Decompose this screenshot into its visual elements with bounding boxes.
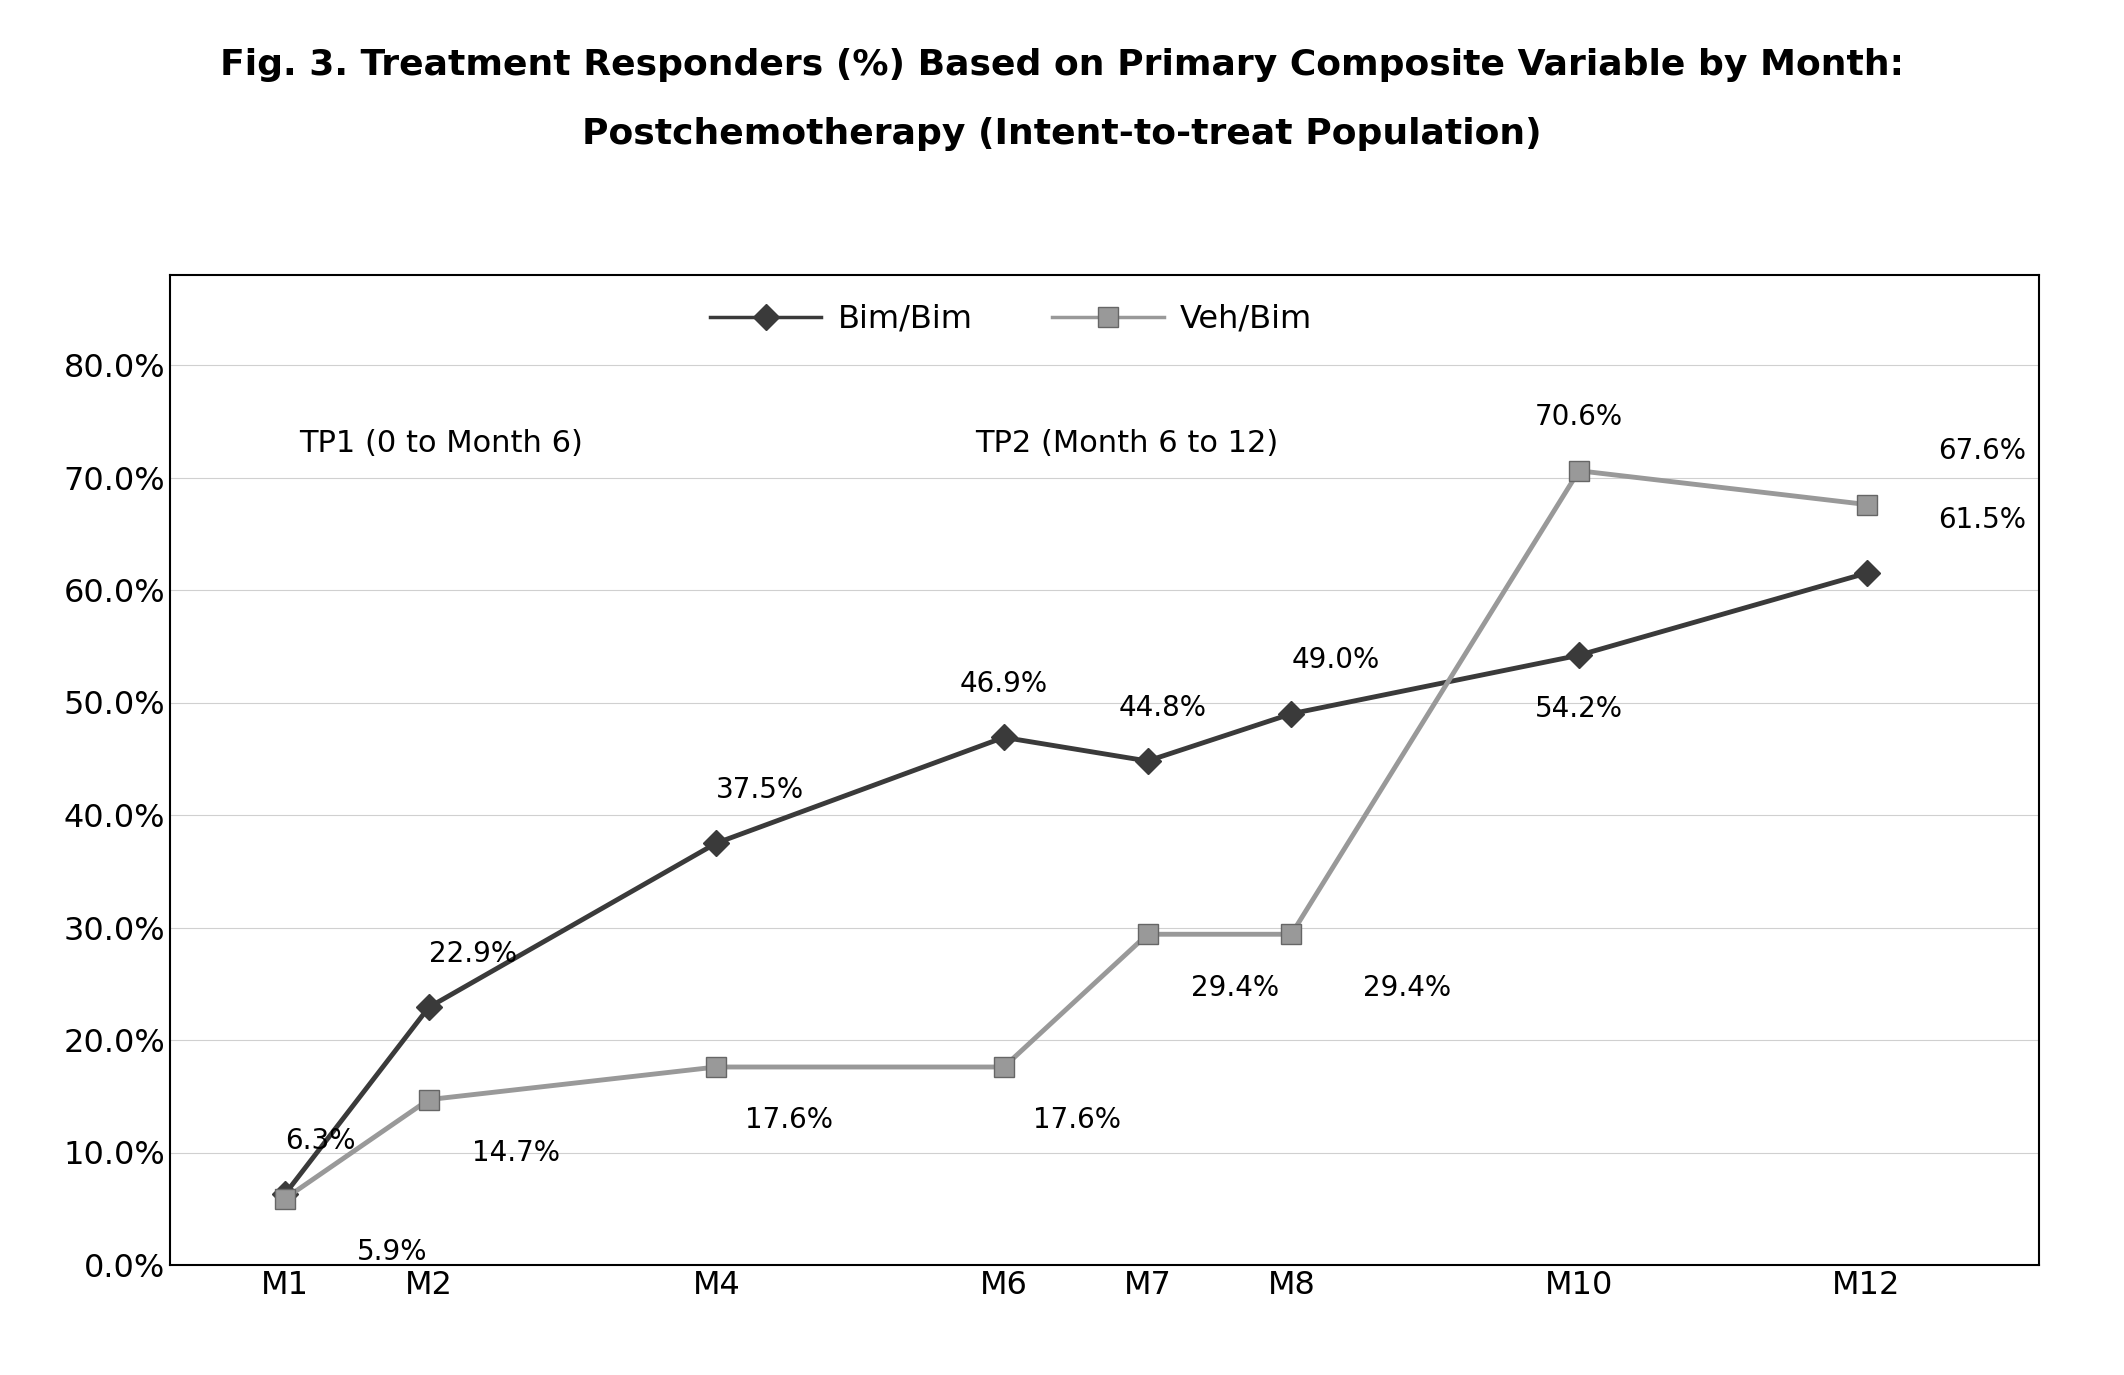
Text: TP1 (0 to Month 6): TP1 (0 to Month 6) bbox=[299, 429, 584, 458]
Legend: Bim/Bim, Veh/Bim: Bim/Bim, Veh/Bim bbox=[697, 292, 1325, 348]
Text: 6.3%: 6.3% bbox=[285, 1126, 355, 1155]
Text: 61.5%: 61.5% bbox=[1939, 506, 2026, 534]
Text: 70.6%: 70.6% bbox=[1536, 403, 1623, 432]
Text: TP2 (Month 6 to 12): TP2 (Month 6 to 12) bbox=[975, 429, 1279, 458]
Text: 54.2%: 54.2% bbox=[1536, 694, 1623, 723]
Text: 14.7%: 14.7% bbox=[472, 1138, 561, 1167]
Text: 46.9%: 46.9% bbox=[960, 670, 1047, 698]
Text: Postchemotherapy (Intent-to-treat Population): Postchemotherapy (Intent-to-treat Popula… bbox=[582, 117, 1542, 151]
Text: 44.8%: 44.8% bbox=[1119, 693, 1206, 722]
Text: 29.4%: 29.4% bbox=[1192, 974, 1279, 1002]
Text: 17.6%: 17.6% bbox=[746, 1107, 833, 1134]
Text: 29.4%: 29.4% bbox=[1364, 974, 1451, 1002]
Text: 37.5%: 37.5% bbox=[716, 775, 805, 804]
Text: 67.6%: 67.6% bbox=[1939, 437, 2026, 465]
Text: 5.9%: 5.9% bbox=[357, 1238, 427, 1266]
Text: Fig. 3. Treatment Responders (%) Based on Primary Composite Variable by Month:: Fig. 3. Treatment Responders (%) Based o… bbox=[221, 48, 1903, 82]
Text: 17.6%: 17.6% bbox=[1032, 1107, 1121, 1134]
Text: 22.9%: 22.9% bbox=[429, 941, 516, 968]
Text: 49.0%: 49.0% bbox=[1291, 646, 1381, 674]
